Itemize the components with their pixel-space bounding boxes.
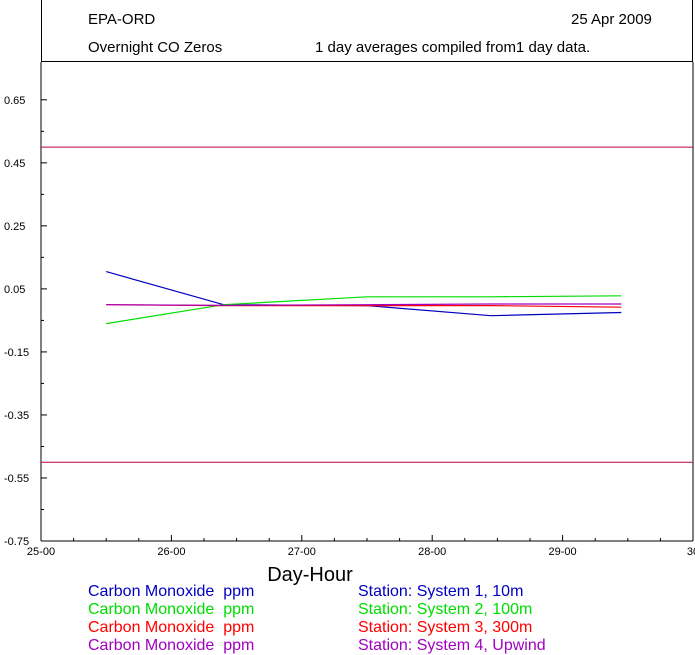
legend-param-name: Carbon Monoxide — [88, 637, 215, 654]
legend-station-4: Station: System 4, Upwind — [358, 637, 546, 654]
y-tick-label: 0.05 — [4, 284, 25, 296]
y-tick-label: 0.65 — [4, 95, 25, 107]
legend-parameter-1: Carbon Monoxide ppm — [88, 583, 254, 601]
y-tick-label: -0.55 — [4, 473, 29, 485]
y-tick-label: -0.75 — [4, 536, 29, 548]
legend-param-name: Carbon Monoxide — [88, 583, 215, 600]
legend-unit: ppm — [223, 601, 255, 618]
x-tick-label: 29-00 — [549, 546, 577, 558]
legend-unit: ppm — [223, 619, 255, 636]
org-label: EPA-ORD — [88, 11, 156, 28]
series-line-4 — [106, 303, 622, 306]
x-tick-label: 27-00 — [288, 546, 316, 558]
series-line-2 — [106, 295, 622, 325]
y-tick-label: 0.25 — [4, 221, 25, 233]
date-label: 25 Apr 2009 — [571, 11, 652, 28]
x-tick-label: 28-00 — [418, 546, 446, 558]
legend-station-1: Station: System 1, 10m — [358, 583, 524, 600]
x-tick-label: 25-00 — [27, 546, 55, 558]
x-tick-label: 30 — [687, 546, 695, 558]
legend-station-2: Station: System 2, 100m — [358, 601, 533, 618]
legend-unit: ppm — [223, 637, 255, 654]
y-tick-label: -0.35 — [4, 410, 29, 422]
x-tick-label: 26-00 — [157, 546, 185, 558]
y-tick-label: -0.15 — [4, 347, 29, 359]
chart-subtitle: Overnight CO Zeros — [88, 39, 223, 56]
legend-unit: ppm — [223, 583, 255, 600]
legend-parameter-2: Carbon Monoxide ppm — [88, 601, 254, 619]
legend-param-name: Carbon Monoxide — [88, 601, 215, 618]
legend-parameter-3: Carbon Monoxide ppm — [88, 619, 254, 637]
x-axis-label: Day-Hour — [267, 564, 353, 586]
y-tick-label: 0.45 — [4, 158, 25, 170]
legend-parameter-4: Carbon Monoxide ppm — [88, 637, 254, 655]
chart-header: EPA-ORD 25 Apr 2009 Overnight CO Zeros 1… — [41, 0, 693, 62]
legend-station-3: Station: System 3, 300m — [358, 619, 533, 636]
averaging-note: 1 day averages compiled from1 day data. — [315, 39, 591, 56]
series-line-1 — [106, 271, 622, 317]
legend-param-name: Carbon Monoxide — [88, 619, 215, 636]
